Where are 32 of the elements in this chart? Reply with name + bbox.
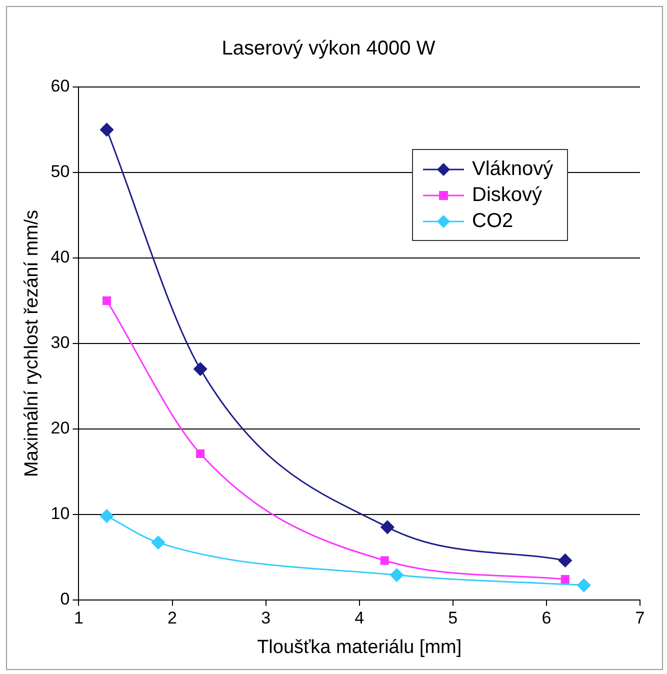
point bbox=[577, 578, 591, 592]
point bbox=[196, 449, 205, 458]
y-tick-label: 30 bbox=[50, 333, 70, 352]
legend-label: Diskový bbox=[472, 184, 542, 206]
legend-label: CO2 bbox=[472, 210, 514, 232]
y-axis-title: Maximální rychlost řezání mm/s bbox=[22, 210, 43, 477]
y-tick-label: 40 bbox=[50, 248, 70, 267]
point bbox=[380, 556, 389, 565]
y-tick-label: 50 bbox=[50, 162, 70, 182]
point bbox=[102, 296, 112, 305]
legend-label: Vláknový bbox=[472, 158, 554, 180]
point bbox=[100, 509, 114, 523]
point bbox=[390, 568, 404, 582]
x-axis-title: Tloušťka materiálu [mm] bbox=[257, 636, 462, 658]
x-tick-label: 1 bbox=[74, 608, 84, 628]
y-tick-label: 10 bbox=[50, 504, 70, 524]
point bbox=[560, 575, 570, 584]
chart-title: Laserový výkon 4000 W bbox=[222, 38, 436, 60]
x-tick-label: 7 bbox=[635, 608, 645, 628]
y-tick-label: 20 bbox=[50, 418, 70, 438]
x-tick-label: 5 bbox=[448, 608, 458, 628]
point bbox=[194, 362, 208, 376]
x-tick-label: 4 bbox=[354, 608, 364, 628]
point bbox=[380, 520, 394, 534]
point bbox=[151, 536, 165, 550]
y-tick-label: 0 bbox=[60, 589, 70, 608]
x-tick-label: 6 bbox=[542, 608, 552, 628]
point bbox=[100, 122, 114, 136]
point bbox=[558, 554, 572, 568]
y-tick-label: 60 bbox=[50, 76, 70, 96]
x-tick-label: 3 bbox=[261, 608, 271, 628]
x-tick-label: 2 bbox=[168, 608, 177, 628]
